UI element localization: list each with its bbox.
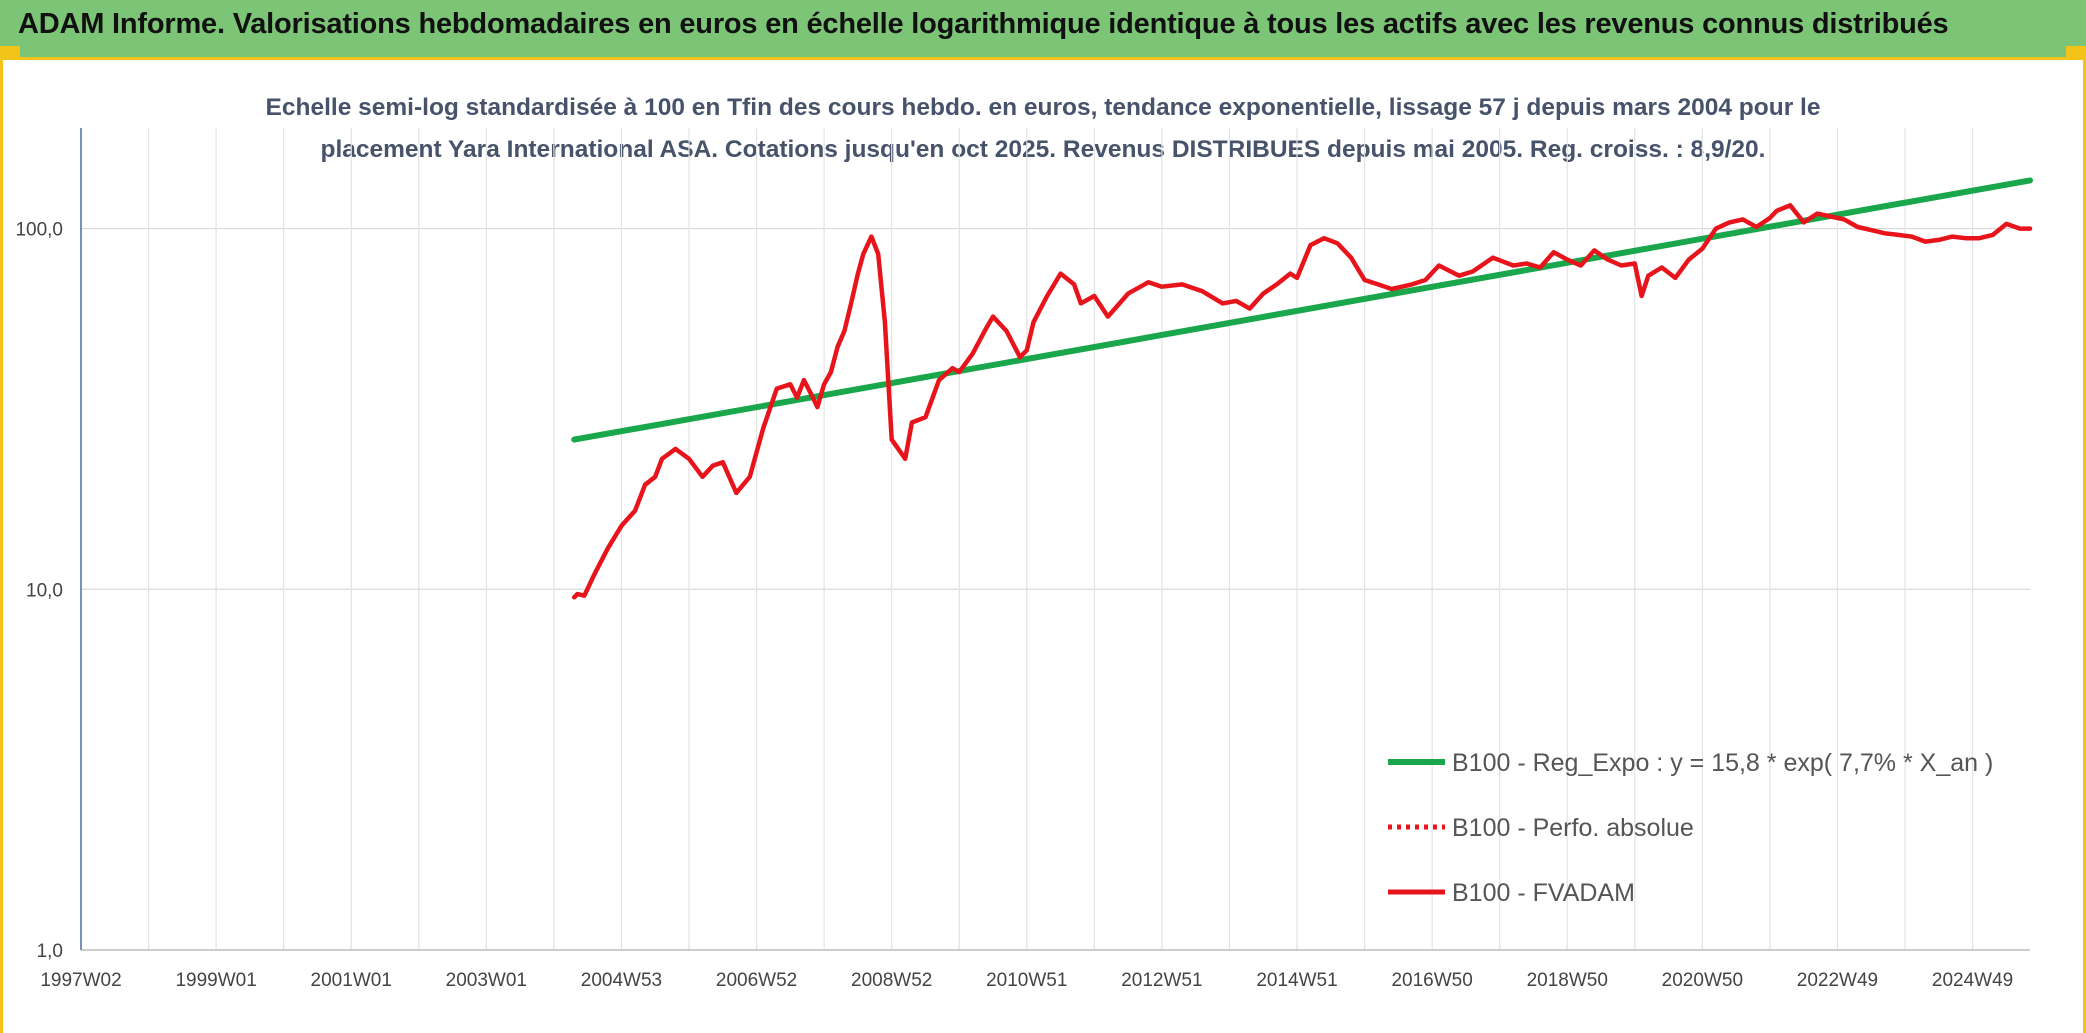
legend-label-2: B100 - FVADAM [1452,879,1635,907]
x-tick-label: 2008W52 [851,970,932,991]
x-tick-labels: 1997W02 1999W01 2001W01 2003W01 2004W53 2006W… [40,970,2013,991]
x-tick-label: 2010W51 [986,970,1067,991]
y-tick-label: 100,0 [15,220,63,241]
chart-subtitle-line-2: placement Yara International ASA. Cotati… [321,136,1766,163]
legend-label-1: B100 - Perfo. absolue [1452,814,1694,842]
series-line-2 [571,203,2033,600]
header-banner: ADAM Informe. Valorisations hebdomadaire… [0,0,2086,60]
series [571,177,2033,600]
x-tick-label: 2022W49 [1797,970,1878,991]
x-tick-label: 2012W51 [1121,970,1202,991]
y-tick-labels: 1,0 10,0 100,0 [15,220,63,962]
x-tick-label: 2001W01 [311,970,392,991]
x-tick-label: 2016W50 [1391,970,1472,991]
x-tick-label: 2014W51 [1256,970,1337,991]
chart-subtitle-line-1: Echelle semi-log standardisée à 100 en T… [266,94,1821,121]
page-title: ADAM Informe. Valorisations hebdomadaire… [18,8,1949,40]
corner-accent-left [0,46,20,60]
corner-accent-right [2066,46,2086,60]
x-tick-label: 2006W52 [716,970,797,991]
legend: B100 - Reg_Expo : y = 15,8 * exp( 7,7% *… [1388,749,1993,907]
x-tick-label: 1999W01 [175,970,256,991]
x-tick-label: 2024W49 [1932,970,2013,991]
x-tick-label: 1997W02 [40,970,121,991]
legend-label-0: B100 - Reg_Expo : y = 15,8 * exp( 7,7% *… [1452,749,1993,777]
grid [80,128,2030,951]
chart-frame: Echelle semi-log standardisée à 100 en T… [0,60,2086,1033]
x-tick-label: 2004W53 [581,970,662,991]
y-tick-label: 1,0 [37,941,63,962]
series-line-0 [571,177,2033,443]
x-tick-label: 2018W50 [1527,970,1608,991]
x-tick-label: 2020W50 [1662,970,1743,991]
y-tick-label: 10,0 [26,580,63,601]
chart: Echelle semi-log standardisée à 100 en T… [15,94,2033,991]
x-tick-label: 2003W01 [446,970,527,991]
